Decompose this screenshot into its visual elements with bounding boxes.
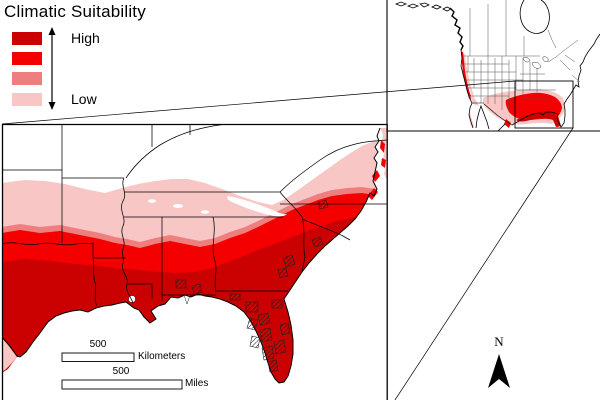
delmarva-strip bbox=[380, 128, 387, 180]
inset-frame bbox=[386, 0, 600, 132]
state-boundaries bbox=[2, 124, 387, 307]
coastal-red-patch bbox=[372, 170, 380, 182]
north-arrow-icon bbox=[488, 354, 510, 388]
extent-rectangle bbox=[514, 80, 574, 129]
legend-swatch-low bbox=[12, 93, 42, 106]
inset-gulf-high-strip bbox=[516, 111, 560, 127]
ocean bbox=[2, 128, 387, 400]
chesapeake-red-patch bbox=[380, 140, 385, 153]
scalebar-km-value: 500 bbox=[89, 339, 107, 350]
main-map bbox=[2, 124, 387, 400]
scalebar-mi-unit: Miles bbox=[185, 378, 209, 389]
inset-baja-pink bbox=[469, 112, 474, 127]
unsuitable-speck bbox=[173, 204, 183, 208]
south-texas-low-area bbox=[2, 338, 17, 372]
legend-swatch-medium-low bbox=[12, 72, 42, 85]
scalebar-kilometers bbox=[61, 352, 135, 362]
legend-swatch-high bbox=[12, 32, 42, 45]
north-arrow-label: N bbox=[494, 334, 504, 349]
unsuitable-speck bbox=[201, 210, 209, 214]
leader-line-bottom bbox=[394, 127, 574, 400]
main-map-frame bbox=[1, 123, 388, 400]
unsuitable-appalachian-area bbox=[227, 196, 287, 217]
aleutian-islands bbox=[394, 1, 452, 12]
inset-socal-pink bbox=[470, 96, 479, 106]
scalebar-mi-value: 500 bbox=[112, 366, 130, 377]
inset-westcoast-pink-strip bbox=[463, 53, 475, 101]
chesapeake-red-patch bbox=[381, 158, 386, 168]
legend-swatch-medium-high bbox=[12, 52, 42, 65]
scalebar-km-unit: Kilometers bbox=[138, 351, 186, 362]
unsuitable-speck bbox=[148, 199, 156, 203]
inset-westcoast-red-strip bbox=[460, 51, 473, 100]
hudson-bay bbox=[519, 0, 550, 34]
coastal-red-patch bbox=[368, 188, 378, 200]
great-lakes bbox=[522, 56, 549, 69]
hatched-occurrence-areas bbox=[175, 199, 329, 373]
scalebar-miles bbox=[61, 379, 183, 390]
legend-title: Climatic Suitability bbox=[4, 2, 146, 21]
legend-high-label: High bbox=[71, 30, 100, 46]
legend-low-label: Low bbox=[71, 91, 97, 107]
inset-state-lines bbox=[461, 0, 581, 126]
inset-map bbox=[394, 0, 600, 131]
leader-line-top bbox=[1, 80, 516, 125]
inset-coastlines bbox=[394, 0, 600, 131]
legend-gradient-arrow bbox=[48, 27, 56, 110]
